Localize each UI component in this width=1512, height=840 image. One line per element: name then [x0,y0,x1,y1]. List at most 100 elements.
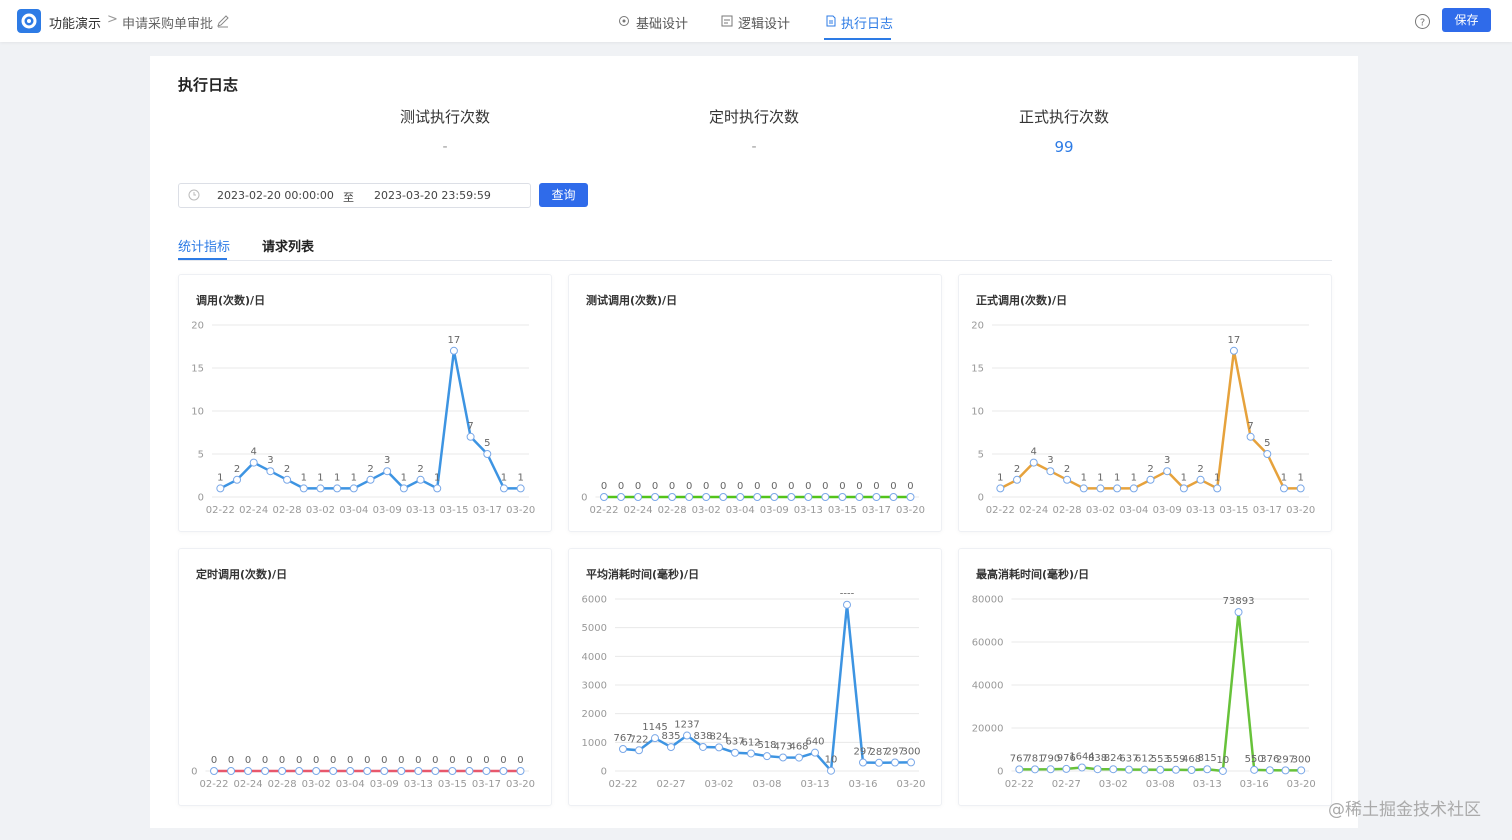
point [1234,608,1243,617]
tab[interactable]: 逻辑设计 [738,17,791,32]
brand[interactable]: 功能演示 [49,17,102,32]
point [1062,764,1071,773]
help-icon[interactable]: ? [1414,13,1431,30]
data-label: 612 [741,737,760,748]
x-tick-label: 03-13 [406,505,435,516]
data-label: 0 [262,755,268,766]
x-tick-label: 03-04 [726,505,755,516]
point [667,743,675,752]
point [216,484,225,493]
x-tick-label: 02-22 [608,779,637,790]
stat-label: 正式执行次数 [1018,108,1109,126]
data-label: 468 [1182,754,1201,765]
point [787,493,796,501]
data-label: 0 [279,755,285,766]
data-label: ---- [840,589,855,600]
x-tick-label: 03-20 [506,505,535,516]
y-tick-label: 60000 [972,638,1004,649]
point [1171,765,1180,774]
date-separator: 至 [343,191,354,204]
x-tick-label: 03-20 [1286,505,1315,516]
separator: > [107,12,118,27]
point [1246,432,1255,441]
point [1156,765,1165,774]
point [1229,346,1238,355]
data-label: 824 [1104,753,1123,764]
chart-title: 调用(次数)/日 [196,293,265,307]
y-tick-label: 2000 [582,709,607,720]
data-label: 376 [1260,754,1279,765]
point [366,475,375,484]
data-label: 5 [1264,438,1270,449]
point [875,758,883,767]
subtab[interactable]: 请求列表 [262,240,315,255]
date-range[interactable] [178,183,531,208]
logo [17,9,41,33]
stat-value: - [442,139,448,155]
subtab-active[interactable]: 统计指标 [178,240,231,255]
x-tick-label: 03-20 [896,505,925,516]
point [1265,766,1274,775]
point [1109,765,1118,774]
breadcrumb: 申请采购单审批 [122,17,214,32]
point [1203,765,1212,774]
data-label: 0 [601,481,607,492]
data-label: 4 [1031,447,1037,458]
point [1163,467,1172,476]
data-label: 0 [669,481,675,492]
data-label: 1 [301,472,307,483]
point [363,767,372,775]
data-label: 1 [1297,472,1303,483]
data-label: 1 [351,472,357,483]
date-end[interactable]: 2023-03-20 23:59:59 [374,189,491,202]
x-tick-label: 03-09 [370,779,399,790]
data-label: 2 [1014,464,1020,475]
top-bar: 功能演示 > 申请采购单审批 基础设计 逻辑设计 执行日志 ? 保存 [0,0,1512,42]
y-tick-label: 3000 [582,681,607,692]
point [1015,765,1024,774]
date-start[interactable]: 2023-02-20 00:00:00 [217,189,334,202]
point [414,767,423,775]
data-label: 1 [1181,472,1187,483]
x-tick-label: 03-13 [800,779,829,790]
data-label: 5 [484,438,490,449]
data-label: 0 [652,481,658,492]
query-button[interactable]: 查询 [539,183,588,207]
point [278,767,287,775]
save-button[interactable]: 保存 [1442,8,1491,32]
data-label: 1 [434,472,440,483]
data-label: 0 [432,755,438,766]
point [244,767,253,775]
point [465,767,474,775]
data-label: 300 [1292,754,1311,765]
point [889,493,898,501]
point [516,767,525,775]
x-tick-label: 03-16 [1240,779,1269,790]
point [804,493,813,501]
data-label: 0 [415,755,421,766]
edit-icon[interactable] [216,14,230,28]
data-label: 2 [284,464,290,475]
data-label: 0 [211,755,217,766]
data-label: 2 [1197,464,1203,475]
point [227,767,236,775]
tab[interactable]: 基础设计 [636,17,689,32]
data-label: 1 [517,472,523,483]
data-label: 0 [873,481,879,492]
data-label: 835 [661,731,680,742]
point [1046,765,1055,774]
point [719,493,728,501]
tab-active[interactable]: 执行日志 [841,17,894,32]
x-tick-label: 03-09 [1153,505,1182,516]
x-tick-label: 02-22 [199,779,228,790]
x-tick-label: 03-13 [1186,505,1215,516]
chart-title: 平均消耗时间(毫秒)/日 [586,567,699,581]
x-tick-label: 03-17 [862,505,891,516]
data-label: 3 [1047,455,1053,466]
point [249,458,258,467]
stat-label: 测试执行次数 [399,108,490,126]
